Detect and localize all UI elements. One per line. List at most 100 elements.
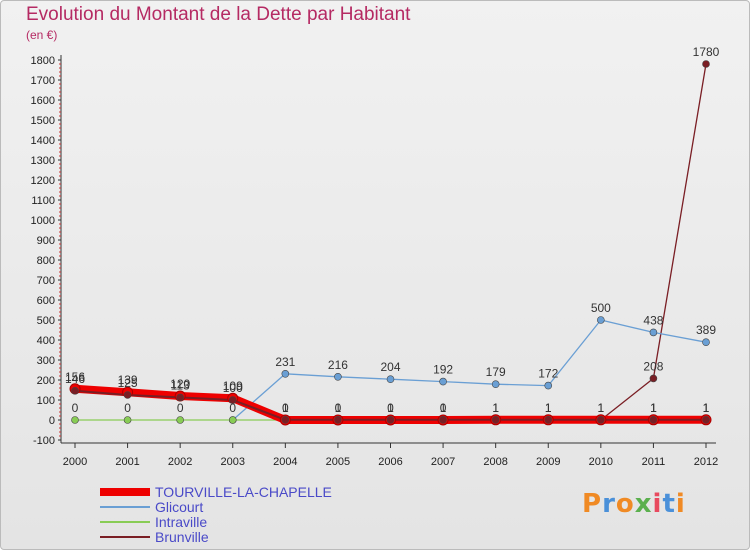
legend-swatch-brunville: [100, 535, 150, 538]
data-label: 100: [223, 381, 243, 395]
data-label: 1: [703, 401, 710, 415]
data-label: 120: [170, 377, 190, 391]
logo-letter: o: [615, 489, 635, 519]
y-tick-label: -100: [33, 435, 55, 447]
legend-swatch-intraville: [100, 520, 150, 523]
legend-item-brunville: Brunville: [100, 529, 332, 545]
data-label: 389: [696, 323, 716, 337]
data-label: 1: [703, 401, 710, 415]
x-tick-label: 2002: [168, 456, 192, 468]
data-label: 0: [72, 401, 79, 415]
data-label: 146: [65, 372, 85, 386]
x-tick-label: 2001: [115, 456, 139, 468]
legend-label-intraville: Intraville: [155, 513, 208, 530]
logo-letter: t: [662, 489, 676, 519]
y-tick-label: 300: [37, 355, 55, 367]
y-tick-label: 1600: [31, 95, 55, 107]
logo-letter: P: [582, 489, 603, 519]
y-tick-label: 1200: [31, 175, 55, 187]
legend-label-glicourt: Glicourt: [155, 498, 204, 515]
data-label: 1: [387, 401, 394, 415]
data-label: 1: [492, 401, 499, 415]
data-point-secondary: [544, 415, 553, 424]
x-tick-label: 2007: [431, 456, 455, 468]
x-tick-label: 2011: [642, 456, 666, 468]
data-label: 0: [335, 401, 342, 415]
logo-letter: x: [634, 489, 653, 519]
data-point-secondary: [439, 415, 447, 424]
data-label: 1: [545, 401, 552, 415]
legend-item-glicourt: Glicourt: [100, 498, 332, 515]
data-point-secondary: [71, 386, 79, 395]
legend-item-intraville: Intraville: [100, 513, 332, 530]
data-label: 231: [275, 355, 295, 369]
legend-swatch-glicourt: [100, 505, 150, 508]
data-point-secondary: [702, 415, 710, 424]
logo-letter: i: [675, 489, 686, 519]
y-tick-label: 800: [37, 255, 55, 267]
data-point-brunville: [649, 374, 658, 383]
data-point-secondary: [228, 396, 237, 404]
data-label: 113: [171, 378, 190, 392]
unit-label: (en €): [26, 28, 58, 42]
data-label: 1: [650, 401, 657, 415]
data-label: 1: [335, 401, 342, 415]
x-tick-label: 2006: [378, 456, 402, 468]
data-label: 192: [433, 363, 453, 377]
x-tick-label: 2004: [273, 456, 297, 468]
data-point-glicourt: [281, 369, 290, 378]
data-point-intraville: [71, 416, 79, 424]
data-label: 139: [118, 373, 138, 387]
legend-label-tourville: TOURVILLE-LA-CHAPELLE: [155, 483, 332, 500]
data-point-secondary: [123, 391, 132, 399]
x-tick-label: 2003: [221, 456, 245, 468]
data-point-intraville: [123, 416, 132, 424]
data-label: 125: [118, 376, 138, 390]
y-tick-label: 1100: [31, 195, 55, 207]
data-label: 156: [65, 370, 85, 384]
data-point-glicourt: [386, 375, 395, 384]
x-tick-label: 2010: [589, 456, 613, 468]
y-tick-label: 900: [37, 235, 55, 247]
data-point-intraville: [176, 416, 184, 424]
proxiti-logo: Proxiti: [582, 489, 686, 519]
data-point-glicourt: [702, 338, 710, 347]
data-label: 1: [545, 401, 552, 415]
y-tick-label: 1500: [31, 115, 55, 127]
data-label: 179: [486, 365, 506, 379]
data-point-secondary: [597, 415, 605, 424]
data-label: 1: [597, 401, 604, 415]
logo-letter: i: [652, 489, 663, 519]
data-point-secondary: [491, 415, 500, 424]
legend: TOURVILLE-LA-CHAPELLE Glicourt Intravill…: [100, 483, 332, 545]
data-label: 0: [124, 401, 131, 415]
y-tick-label: 1000: [31, 215, 55, 227]
data-point-secondary: [176, 393, 184, 402]
x-tick-label: 2009: [536, 456, 560, 468]
data-label: 1: [597, 401, 604, 415]
y-tick-label: 200: [37, 375, 55, 387]
data-point-secondary: [281, 415, 290, 424]
data-point-glicourt: [649, 328, 658, 337]
data-label: 0: [387, 401, 394, 415]
legend-swatch-tourville: [100, 487, 150, 496]
data-label: 0: [282, 401, 289, 415]
x-tick-label: 2000: [63, 456, 87, 468]
data-label: 1: [650, 401, 657, 415]
data-point-glicourt: [544, 381, 553, 390]
data-label: 208: [643, 359, 663, 373]
data-label: 500: [591, 301, 611, 315]
data-point-glicourt: [491, 380, 500, 389]
data-point-secondary: [334, 415, 342, 424]
series-line-glicourt: [232, 319, 707, 421]
y-tick-label: 600: [37, 295, 55, 307]
data-label: 172: [538, 367, 558, 381]
data-point-intraville: [228, 416, 237, 424]
logo-letter: r: [602, 489, 616, 519]
legend-item-tourville: TOURVILLE-LA-CHAPELLE: [100, 483, 332, 500]
x-tick-label: 2005: [326, 456, 350, 468]
y-tick-label: 1800: [31, 55, 55, 67]
data-point-glicourt: [439, 377, 447, 386]
x-tick-label: 2012: [694, 456, 718, 468]
y-tick-label: 700: [37, 275, 55, 287]
